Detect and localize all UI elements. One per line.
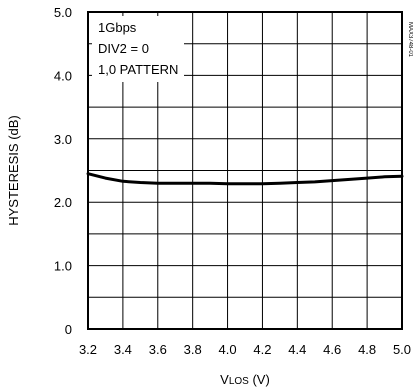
x-tick-label: 3.4	[114, 342, 132, 357]
annotation-line-3: 1,0 PATTERN	[98, 62, 178, 77]
annotation-line-2: DIV2 = 0	[98, 41, 149, 56]
annotation-block: 1Gbps DIV2 = 0 1,0 PATTERN	[98, 20, 178, 77]
y-tick-label: 5.0	[54, 5, 72, 20]
x-tick-label: 3.6	[149, 342, 167, 357]
y-tick-label: 0	[65, 322, 72, 337]
annotation-background	[92, 16, 184, 82]
x-axis-label-unit: (V)	[249, 372, 270, 387]
y-tick-label: 3.0	[54, 132, 72, 147]
x-tick-label: 3.2	[79, 342, 97, 357]
grid-lines	[88, 12, 402, 329]
y-axis-label: HYSTERESIS (dB)	[6, 115, 21, 226]
y-tick-label: 1.0	[54, 259, 72, 274]
x-axis-label-subscript: LOS	[229, 376, 249, 387]
x-tick-label: 5.0	[393, 342, 411, 357]
x-axis-label: VLOS (V)	[220, 372, 270, 387]
series-line	[86, 172, 404, 186]
figure-id-label: MAX3748-01	[407, 22, 413, 58]
x-tick-label: 4.8	[358, 342, 376, 357]
x-tick-label: 4.4	[288, 342, 306, 357]
y-tick-label: 4.0	[54, 68, 72, 83]
y-tick-label: 2.0	[54, 195, 72, 210]
annotation-line-1: 1Gbps	[98, 20, 137, 35]
tick-labels: 3.2 3.4 3.6 3.8 4.0 4.2 4.4 4.6 4.8 5.0 0 1.0 2.0 3.0…	[54, 5, 411, 357]
x-tick-label: 4.0	[219, 342, 237, 357]
series-group	[86, 172, 404, 186]
x-tick-label: 4.6	[323, 342, 341, 357]
plot-frame	[87, 11, 403, 330]
x-tick-label: 3.8	[184, 342, 202, 357]
x-tick-label: 4.2	[253, 342, 271, 357]
x-axis-label-main: V	[220, 372, 229, 387]
